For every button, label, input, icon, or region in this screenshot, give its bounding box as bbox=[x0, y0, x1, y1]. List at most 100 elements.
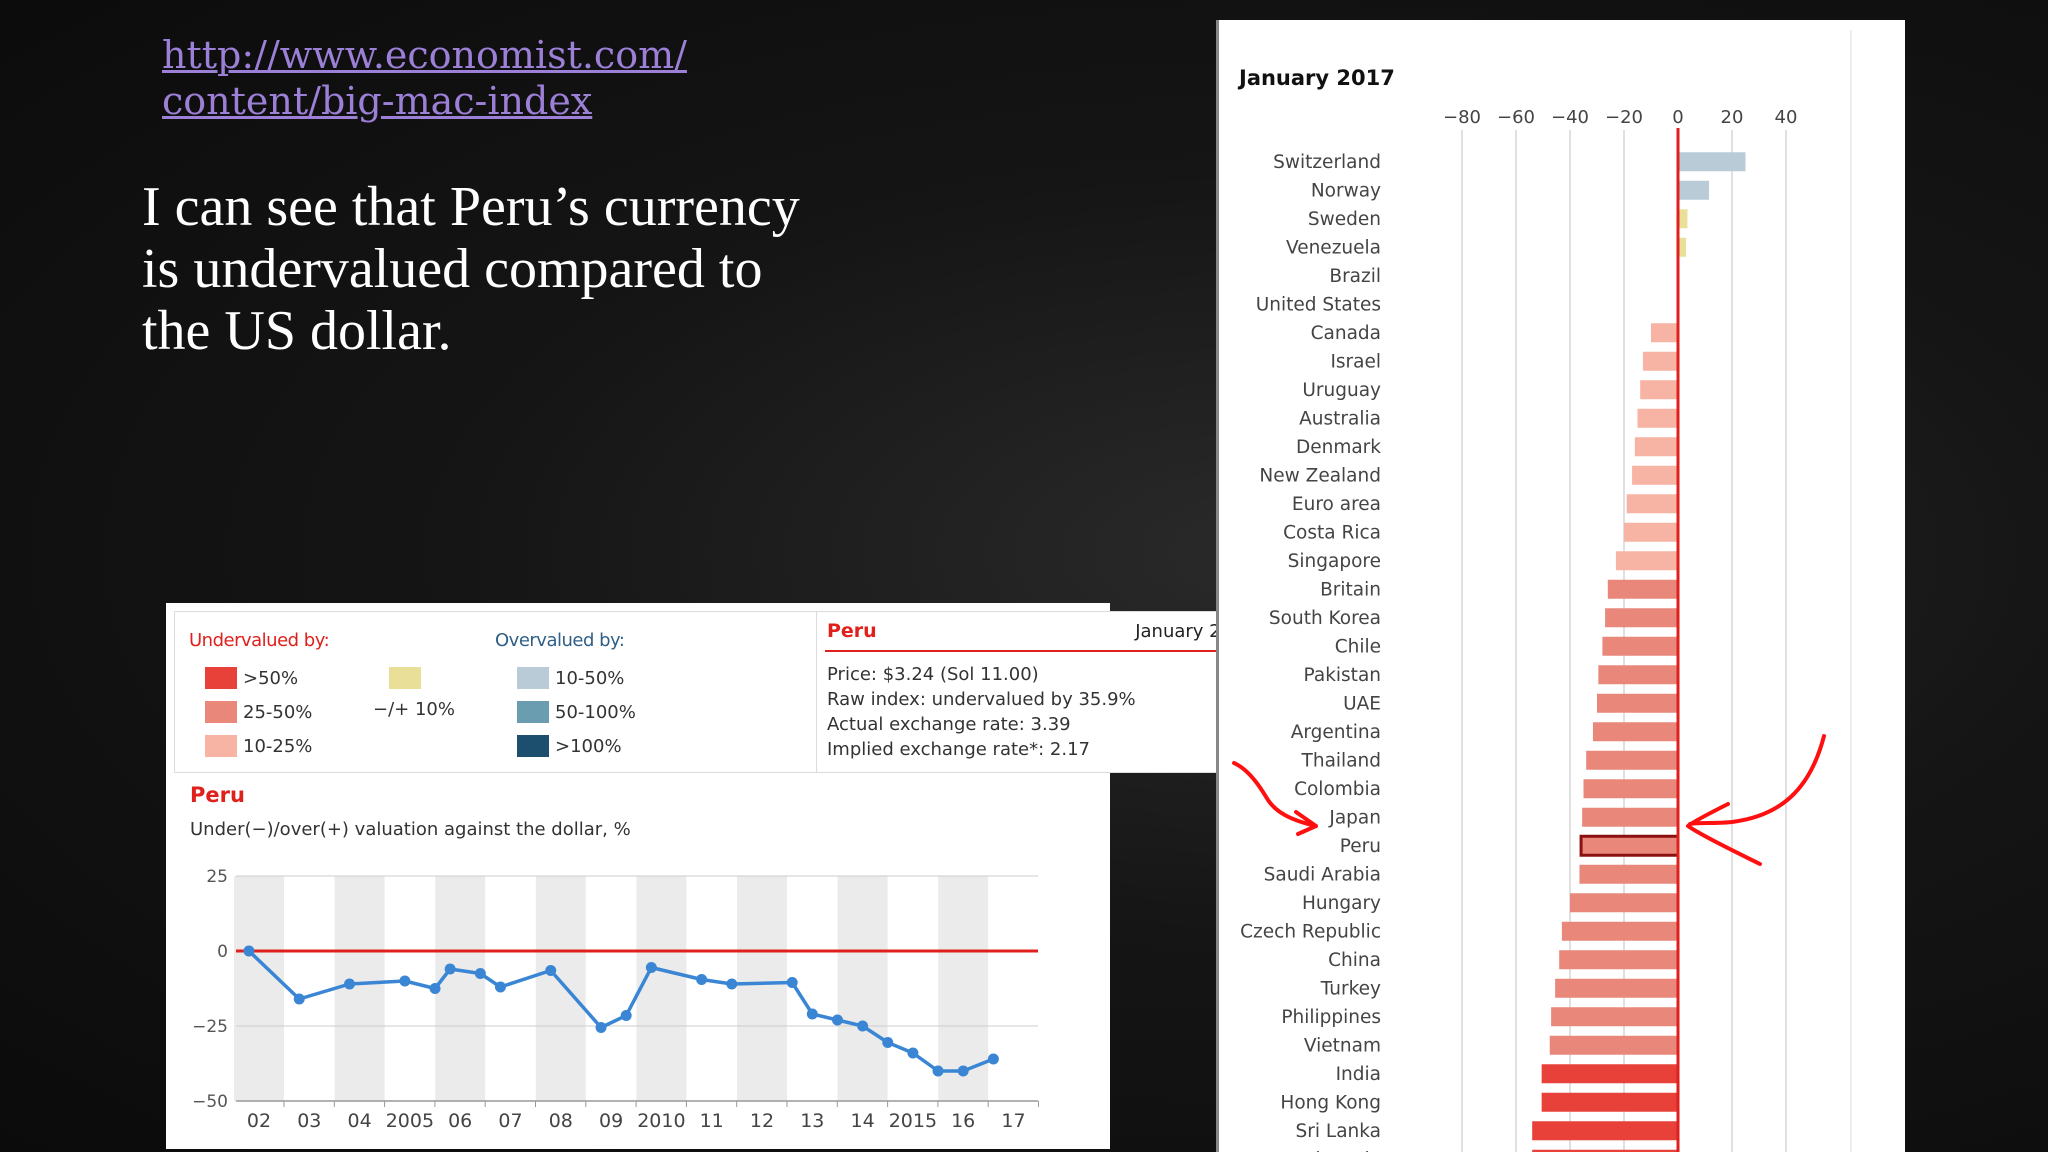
x-tick-label: 09 bbox=[599, 1110, 623, 1132]
x-tick-label: 12 bbox=[750, 1110, 774, 1132]
bar bbox=[1586, 750, 1678, 770]
legend-label-over50: >50% bbox=[243, 668, 299, 689]
category-label: China bbox=[1328, 950, 1381, 971]
data-point bbox=[696, 974, 708, 985]
bar bbox=[1678, 237, 1687, 257]
undervalued-title: Undervalued by: bbox=[189, 630, 330, 651]
category-label: Canada bbox=[1311, 323, 1381, 344]
overvalued-title: Overvalued by: bbox=[495, 630, 625, 651]
bar bbox=[1605, 608, 1678, 628]
x-tick-label: −80 bbox=[1443, 107, 1481, 128]
data-point bbox=[595, 1022, 607, 1033]
bar bbox=[1651, 323, 1678, 343]
bar bbox=[1551, 1007, 1678, 1027]
country-valuation-bar-chart: −80 −60 −40 −20 0 20 40 Switzerland Norway Sweden… bbox=[1240, 30, 1852, 1152]
category-label: Switzerland bbox=[1273, 152, 1381, 173]
bar bbox=[1541, 1064, 1678, 1084]
x-tick-label: 2015 bbox=[889, 1110, 937, 1132]
x-tick-label: 20 bbox=[1721, 107, 1744, 128]
y-tick-label: 0 bbox=[217, 942, 228, 962]
legend-swatch-over50 bbox=[205, 667, 237, 689]
bar bbox=[1678, 152, 1746, 172]
category-label: Japan bbox=[1328, 807, 1381, 828]
x-tick-label: 13 bbox=[800, 1110, 824, 1132]
category-label: South Korea bbox=[1269, 608, 1381, 629]
category-label: Peru bbox=[1340, 836, 1381, 857]
category-label: Euro area bbox=[1292, 494, 1381, 515]
bigmac-peru-panel: Undervalued by: Overvalued by: >50% 25-5… bbox=[166, 603, 1268, 1149]
bar bbox=[1555, 978, 1678, 998]
category-label: New Zealand bbox=[1259, 465, 1381, 486]
bar-chart-title: January 2017 bbox=[1239, 66, 1395, 90]
url-line-2[interactable]: content/big-mac-index bbox=[162, 79, 593, 123]
year-band bbox=[837, 876, 888, 1101]
y-tick-label: −25 bbox=[192, 1017, 228, 1037]
category-label: Norway bbox=[1311, 180, 1381, 201]
data-point bbox=[806, 1008, 818, 1020]
detail-implied-rate: Implied exchange rate*: 2.17 bbox=[827, 739, 1090, 760]
legend-label-neutral: −/+ 10% bbox=[373, 699, 455, 720]
category-label: Hong Kong bbox=[1280, 1092, 1381, 1113]
x-tick-label: 06 bbox=[448, 1110, 472, 1132]
category-label: Argentina bbox=[1291, 722, 1381, 743]
category-label: Turkey bbox=[1320, 978, 1381, 999]
detail-raw-index: Raw index: undervalued by 35.9% bbox=[827, 689, 1136, 710]
bar bbox=[1583, 779, 1678, 799]
bar bbox=[1549, 1035, 1678, 1055]
bar bbox=[1626, 494, 1678, 514]
bar bbox=[1579, 834, 1680, 857]
category-label: Sweden bbox=[1308, 209, 1381, 230]
x-tick-label: 08 bbox=[549, 1110, 573, 1132]
y-tick-label: −50 bbox=[192, 1092, 228, 1112]
category-label: Costa Rica bbox=[1283, 522, 1381, 543]
category-label: Thailand bbox=[1301, 750, 1381, 771]
x-tick-label: 2005 bbox=[386, 1110, 434, 1132]
bar bbox=[1678, 180, 1710, 200]
x-tick-label: −20 bbox=[1605, 107, 1643, 128]
bar bbox=[1570, 893, 1678, 913]
data-point bbox=[545, 965, 557, 976]
url-line-1[interactable]: http://www.economist.com/ bbox=[162, 33, 687, 77]
bar bbox=[1598, 665, 1678, 685]
bar bbox=[1615, 551, 1678, 571]
data-point bbox=[474, 968, 486, 979]
bar bbox=[1602, 636, 1678, 656]
data-point bbox=[444, 963, 456, 975]
legend-swatch-25-50 bbox=[205, 701, 237, 723]
category-label: Vietnam bbox=[1304, 1035, 1381, 1056]
y-tick-label: 25 bbox=[206, 867, 228, 887]
x-tick-label: 03 bbox=[297, 1110, 321, 1132]
data-point bbox=[857, 1020, 869, 1032]
year-band bbox=[234, 876, 284, 1101]
x-tick-label: 02 bbox=[247, 1110, 271, 1132]
category-label: Singapore bbox=[1288, 551, 1381, 572]
economist-url-link[interactable]: http://www.economist.com/ content/big-ma… bbox=[162, 32, 687, 124]
data-point bbox=[494, 981, 506, 993]
legend-swatch-10-25 bbox=[205, 735, 237, 757]
country-detail-box: Peru January 2017 Price: $3.24 (Sol 11.0… bbox=[816, 611, 1268, 773]
x-tick-label: −40 bbox=[1551, 107, 1589, 128]
x-tick-label: −60 bbox=[1497, 107, 1535, 128]
year-band bbox=[636, 876, 687, 1101]
category-label: Hungary bbox=[1302, 893, 1381, 914]
bar bbox=[1607, 579, 1678, 599]
legend-swatch-10-50 bbox=[517, 667, 549, 689]
data-point bbox=[831, 1014, 843, 1026]
category-label: Britain bbox=[1320, 579, 1381, 600]
x-tick-label: 40 bbox=[1775, 107, 1798, 128]
x-tick-label: 2010 bbox=[637, 1110, 685, 1132]
bar bbox=[1642, 351, 1678, 371]
line-chart-title: Peru bbox=[190, 783, 245, 807]
data-point bbox=[987, 1053, 999, 1065]
year-band bbox=[737, 876, 787, 1101]
legend-label-50-100: 50-100% bbox=[555, 702, 636, 723]
category-label: Indonesia bbox=[1292, 1149, 1381, 1152]
category-label: Chile bbox=[1335, 636, 1381, 657]
category-label: Denmark bbox=[1296, 437, 1381, 458]
data-point bbox=[620, 1010, 632, 1021]
year-band bbox=[535, 876, 586, 1101]
bar bbox=[1597, 693, 1678, 713]
bar bbox=[1579, 864, 1678, 884]
category-label: India bbox=[1336, 1064, 1381, 1085]
bar bbox=[1678, 209, 1688, 229]
